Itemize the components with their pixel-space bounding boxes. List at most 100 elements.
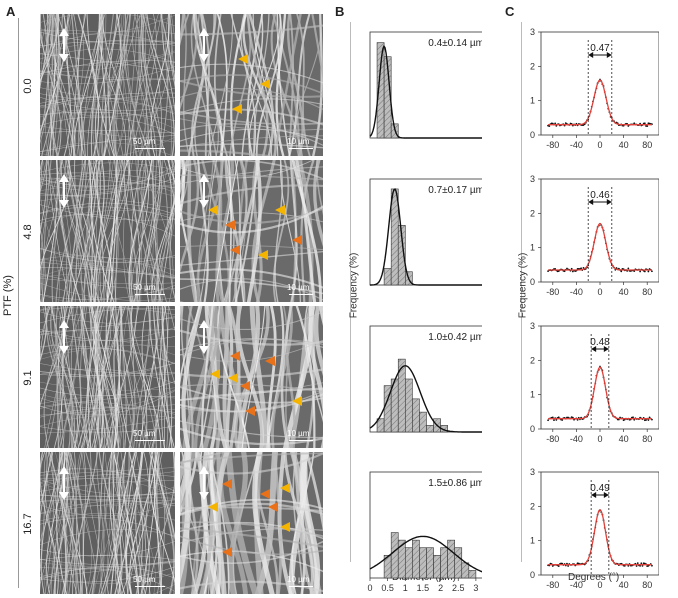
x-tick-label: -80 [546, 287, 559, 297]
x-tick-label: 0 [597, 434, 602, 444]
x-tick-label: 40 [619, 140, 629, 150]
x-tick-label: 2.5 [452, 583, 465, 593]
histogram-bar-hatch [434, 555, 441, 578]
scale-bar-label: 10 µm [287, 575, 309, 584]
data-point [647, 419, 649, 421]
data-point [644, 271, 646, 273]
histogram-bar-hatch [391, 533, 398, 578]
y-tick-label: 1 [530, 243, 535, 253]
data-point [554, 122, 556, 124]
histogram-mean-label: 1.5±0.86 µm [428, 478, 482, 489]
x-tick-label: 0 [597, 287, 602, 297]
fiber-texture [40, 14, 175, 156]
x-tick-label: -40 [570, 580, 583, 590]
x-tick-label: 0 [597, 140, 602, 150]
x-tick-label: 3 [473, 583, 478, 593]
histogram-bar-hatch [469, 570, 476, 578]
y-tick-label: 3 [530, 467, 535, 477]
fiber [153, 160, 160, 302]
data-point [632, 416, 634, 418]
histogram-bar-hatch [412, 540, 419, 578]
fwhm-value-label: 0.47 [590, 43, 610, 54]
data-point [558, 565, 560, 567]
data-point [636, 565, 638, 567]
yellow-arrow-marker [232, 104, 242, 114]
x-tick-label: 0 [597, 580, 602, 590]
scale-bar [135, 294, 165, 295]
x-tick-label: 0 [367, 583, 372, 593]
x-tick-label: -80 [546, 140, 559, 150]
scale-bar [289, 294, 313, 295]
data-point [640, 562, 642, 564]
orange-arrow-marker [260, 489, 270, 499]
y-tick-label: 2 [530, 501, 535, 511]
histogram-bar-hatch [405, 548, 412, 578]
fit-curve [548, 224, 652, 270]
data-point [580, 267, 582, 269]
histogram-bar-hatch [455, 548, 462, 578]
x-tick-label: 40 [619, 580, 629, 590]
fit-curve [548, 80, 652, 125]
histogram-bar-hatch [462, 563, 469, 578]
fiber-texture [180, 306, 323, 448]
scale-bar [289, 440, 313, 441]
y-tick-label: 1 [530, 390, 535, 400]
fiber-texture [180, 160, 323, 302]
fiber-texture [40, 306, 175, 448]
histogram-mean-label: 0.7±0.17 µm [428, 185, 482, 196]
x-tick-label: 80 [642, 580, 652, 590]
y-tick-label: 3 [530, 321, 535, 331]
sem-image-high-mag: 10 µm [180, 14, 323, 156]
sem-image-low-mag: 50 µm [40, 14, 175, 156]
histogram-bar-hatch [391, 189, 398, 285]
histogram-mean-label: 0.4±0.14 µm [428, 38, 482, 49]
scale-bar [135, 586, 165, 587]
data-point [567, 565, 569, 567]
x-tick-label: 80 [642, 434, 652, 444]
fiber [207, 14, 232, 156]
x-tick-label: 1 [403, 583, 408, 593]
panel-a-label: A [6, 4, 15, 19]
data-point [644, 122, 646, 124]
scale-bar [289, 586, 313, 587]
ptf-axis-line [18, 18, 19, 588]
x-tick-label: 2 [438, 583, 443, 593]
histogram-bar-hatch [384, 268, 391, 285]
y-tick-label: 1 [530, 536, 535, 546]
x-tick-label: 80 [642, 140, 652, 150]
fit-curve [548, 367, 652, 419]
x-tick-label: -40 [570, 287, 583, 297]
y-tick-label: 2 [530, 61, 535, 71]
data-point [548, 125, 550, 127]
data-point [571, 268, 573, 270]
fiber-texture [40, 452, 175, 594]
data-point [647, 271, 649, 273]
sem-image-low-mag: 50 µm [40, 306, 175, 448]
data-point [620, 270, 622, 272]
y-tick-label: 1 [530, 96, 535, 106]
data-point [639, 271, 641, 273]
y-tick-label: 0 [530, 277, 535, 287]
sem-image-high-mag: 10 µm [180, 306, 323, 448]
ptf-axis-label: PTF (%) [2, 276, 14, 316]
scale-bar-label: 10 µm [287, 283, 309, 292]
histogram-mean-label: 1.0±0.42 µm [428, 332, 482, 343]
sem-image-low-mag: 50 µm [40, 160, 175, 302]
fwhm-value-label: 0.46 [590, 190, 610, 201]
scale-bar-label: 50 µm [133, 283, 155, 292]
orange-arrow-marker [222, 479, 232, 489]
panel-c-label: C [505, 4, 514, 19]
diameter-histogram: 1.0±0.42 µm [352, 312, 482, 452]
orange-arrow-marker [245, 406, 255, 416]
x-tick-label: -40 [570, 434, 583, 444]
fiber [321, 306, 323, 448]
scale-bar [289, 148, 313, 149]
data-point [553, 419, 555, 421]
ptf-value: 9.1 [22, 363, 34, 393]
sem-image-low-mag: 50 µm [40, 452, 175, 594]
y-tick-label: 3 [530, 174, 535, 184]
